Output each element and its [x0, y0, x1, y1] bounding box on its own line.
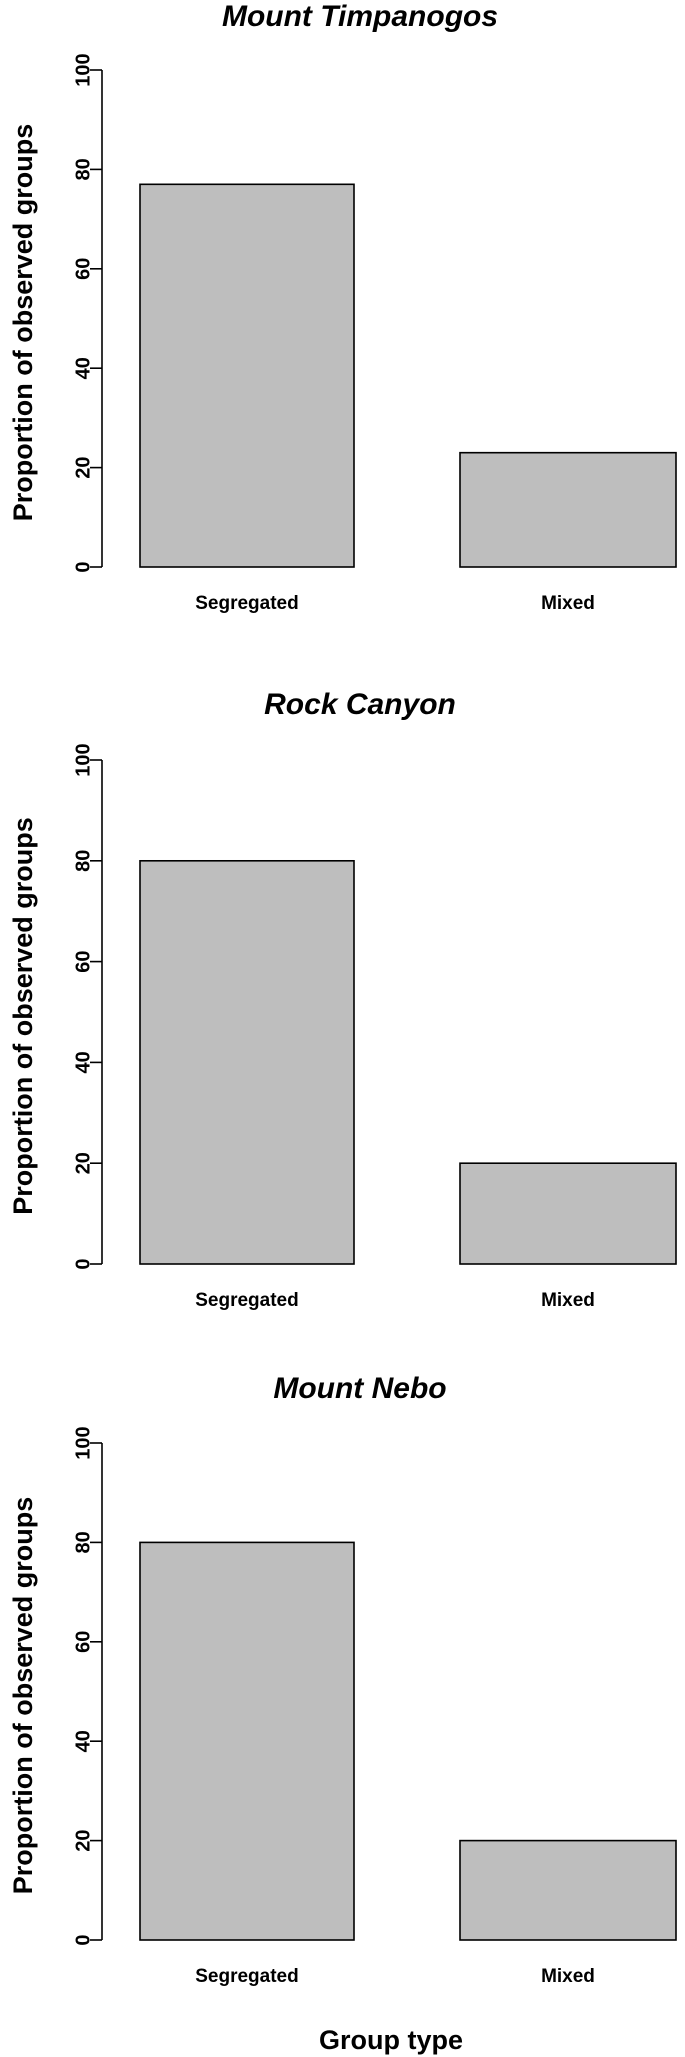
x-tick-label: Mixed — [541, 593, 595, 614]
bar-segregated — [139, 1541, 355, 1941]
chart-title: Mount Timpanogos — [222, 0, 498, 33]
y-tick-label: 60 — [72, 1631, 94, 1653]
y-tick-label: 80 — [72, 158, 94, 180]
y-axis-label: Proportion of observed groups — [8, 817, 38, 1215]
chart-panel-2: Rock Canyon 0 20 40 60 80 100 Proportion of obs… — [8, 688, 677, 1311]
chart-title: Mount Nebo — [273, 1372, 446, 1405]
bar-mixed — [459, 1839, 677, 1941]
x-tick-label: Segregated — [195, 593, 298, 614]
y-axis-label: Proportion of observed groups — [8, 1497, 38, 1895]
y-tick-label: 20 — [72, 1829, 94, 1851]
y-tick-label: 100 — [72, 743, 94, 776]
y-tick-label: 40 — [72, 1730, 94, 1752]
x-tick-label: Segregated — [195, 1966, 298, 1987]
x-axis-label: Group type — [319, 2025, 463, 2055]
bar-mixed — [459, 451, 677, 568]
y-tick-label: 80 — [72, 1531, 94, 1553]
y-tick-label: 100 — [72, 53, 94, 86]
y-tick-label: 60 — [72, 950, 94, 972]
x-tick-label: Segregated — [195, 1290, 298, 1311]
x-tick-label: Mixed — [541, 1290, 595, 1311]
y-tick-label: 20 — [72, 456, 94, 478]
chart-panel-3: Mount Nebo 0 20 40 60 80 100 Proportion of obse… — [8, 1372, 677, 2055]
y-axis-label: Proportion of observed groups — [8, 124, 38, 522]
y-tick-label: 40 — [72, 1051, 94, 1073]
y-tick-label: 0 — [72, 1258, 94, 1269]
bar-segregated — [139, 859, 355, 1265]
y-tick-label: 80 — [72, 850, 94, 872]
bar-mixed — [459, 1162, 677, 1265]
chart-panel-1: Mount Timpanogos 0 20 40 60 80 100 Proportion o… — [8, 0, 677, 614]
bar-segregated — [139, 183, 355, 568]
y-tick-label: 20 — [72, 1152, 94, 1174]
y-tick-label: 40 — [72, 357, 94, 379]
y-tick-label: 0 — [72, 561, 94, 572]
chart-title: Rock Canyon — [264, 688, 456, 721]
y-tick-label: 100 — [72, 1426, 94, 1459]
x-tick-label: Mixed — [541, 1966, 595, 1987]
y-tick-label: 60 — [72, 258, 94, 280]
y-tick-label: 0 — [72, 1934, 94, 1945]
